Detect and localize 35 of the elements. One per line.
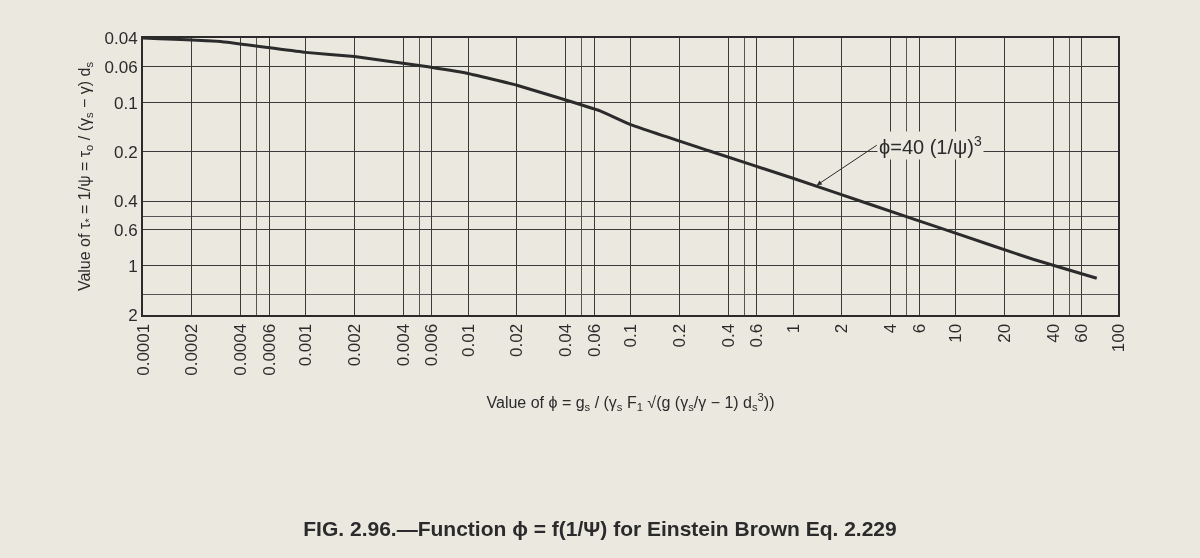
x-tick-label: 2 xyxy=(832,323,852,334)
y-tick-label: 0.4 xyxy=(113,191,138,211)
x-tick-label: 4 xyxy=(881,323,901,334)
y-tick-label: 0.2 xyxy=(113,142,138,162)
y-tick-label: 0.06 xyxy=(104,57,138,77)
x-tick-label: 0.04 xyxy=(556,323,576,357)
x-tick-label: 0.0001 xyxy=(133,323,153,376)
x-tick-label: 60 xyxy=(1072,323,1092,343)
x-tick-label: 40 xyxy=(1043,323,1063,343)
text: Value of ϕ = g$_{s}$ / (γ$_{s}$ F$_{1}$ √(g (γ$_{s}$/γ − 1) d$_{s}$$^{3}$)) xyxy=(486,391,775,414)
x-tick-label: 20 xyxy=(994,323,1014,343)
x-tick-label: 6 xyxy=(909,323,929,334)
y-tick-label: 0.6 xyxy=(113,220,138,240)
x-tick-label: 0.006 xyxy=(422,323,442,367)
x-tick-label: 0.6 xyxy=(747,323,767,348)
x-tick-label: 0.1 xyxy=(621,323,641,348)
x-tick-label: 0.4 xyxy=(718,323,738,348)
x-tick-label: 100 xyxy=(1108,323,1128,353)
x-tick-label: 1 xyxy=(783,323,803,334)
x-tick-label: 0.004 xyxy=(393,323,413,367)
x-tick-label: 0.2 xyxy=(669,323,689,348)
x-tick-label: 0.02 xyxy=(507,323,527,357)
annotation: ϕ=40 (1/ψ)$^{3}$ xyxy=(879,133,982,159)
y-tick-label: 0.04 xyxy=(104,28,138,48)
x-tick-label: 0.06 xyxy=(584,323,604,357)
x-tick-label: 0.0002 xyxy=(182,323,202,376)
y-tick-label: 1 xyxy=(128,256,138,276)
x-tick-label: 0.002 xyxy=(344,323,364,367)
text: FIG. 2.96.—Function ϕ = f(1/Ψ) for Einstein Brown Eq. 2.229 xyxy=(303,516,897,540)
x-tick-label: 0.0006 xyxy=(259,323,279,376)
x-tick-label: 0.01 xyxy=(458,323,478,357)
x-tick-label: 0.001 xyxy=(296,323,316,367)
y-tick-label: 0.1 xyxy=(113,93,138,113)
x-tick-label: 0.0004 xyxy=(231,323,251,376)
x-tick-label: 10 xyxy=(946,323,966,343)
